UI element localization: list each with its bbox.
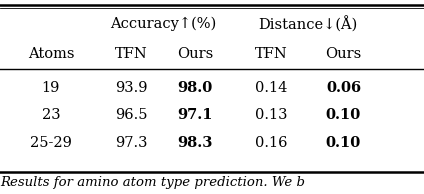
Text: Results for amino atom type prediction. We b: Results for amino atom type prediction. … bbox=[0, 176, 305, 189]
Text: Distance↓(Å): Distance↓(Å) bbox=[258, 16, 357, 32]
Text: 23: 23 bbox=[42, 108, 60, 122]
Text: TFN: TFN bbox=[255, 47, 288, 61]
Text: Atoms: Atoms bbox=[28, 47, 74, 61]
Text: 93.9: 93.9 bbox=[115, 81, 148, 95]
Text: 98.3: 98.3 bbox=[177, 136, 213, 150]
Text: 97.1: 97.1 bbox=[177, 108, 213, 122]
Text: 0.10: 0.10 bbox=[326, 136, 361, 150]
Text: 25-29: 25-29 bbox=[30, 136, 72, 150]
Text: 0.06: 0.06 bbox=[326, 81, 361, 95]
Text: 0.16: 0.16 bbox=[255, 136, 287, 150]
Text: 98.0: 98.0 bbox=[177, 81, 213, 95]
Text: Ours: Ours bbox=[177, 47, 213, 61]
Text: 97.3: 97.3 bbox=[115, 136, 148, 150]
Text: 19: 19 bbox=[42, 81, 60, 95]
Text: Ours: Ours bbox=[325, 47, 362, 61]
Text: Accuracy↑(%): Accuracy↑(%) bbox=[110, 17, 216, 31]
Text: 0.14: 0.14 bbox=[255, 81, 287, 95]
Text: 96.5: 96.5 bbox=[115, 108, 148, 122]
Text: 0.13: 0.13 bbox=[255, 108, 287, 122]
Text: 0.10: 0.10 bbox=[326, 108, 361, 122]
Text: TFN: TFN bbox=[115, 47, 148, 61]
